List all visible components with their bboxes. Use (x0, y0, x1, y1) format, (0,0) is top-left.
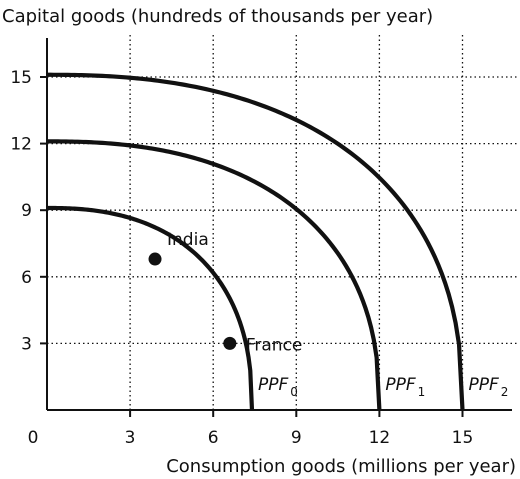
ppf-label-subscript: 2 (501, 385, 509, 399)
ppf-label-2: PPF 2 (469, 375, 509, 399)
point-label-india: India (167, 230, 209, 250)
ppf-label-subscript: 0 (290, 385, 298, 399)
y-axis-title: Capital goods (hundreds of thousands per… (2, 6, 433, 27)
y-tick-label: 3 (21, 334, 32, 354)
y-tick-label: 6 (21, 268, 32, 288)
y-tick-label: 12 (10, 135, 32, 155)
point-label-france: France (246, 335, 303, 355)
axis-ticks: 3 6 9 12 15 3 6 9 12 15 (10, 68, 473, 448)
ppf-label-1: PPF 1 (385, 375, 425, 399)
x-tick-label: 15 (452, 428, 474, 448)
point-india (148, 252, 162, 266)
ppf-label-0: PPF 0 (258, 375, 298, 399)
curve-labels: PPF 0 PPF 1 PPF 2 (258, 375, 508, 399)
x-tick-label: 6 (208, 428, 219, 448)
ppf-label-subscript: 1 (418, 385, 426, 399)
point-france (223, 336, 237, 350)
x-axis-title: Consumption goods (millions per year) (166, 456, 516, 477)
country-points: India France (148, 230, 303, 355)
ppf-curve-1 (47, 139, 382, 411)
ppf-curves (47, 72, 465, 411)
gridlines (47, 32, 518, 410)
ppf-curve-2 (47, 72, 465, 411)
ppf-curve-0 (47, 205, 255, 411)
x-tick-label: 3 (125, 428, 136, 448)
x-tick-label: 12 (369, 428, 391, 448)
y-tick-label: 9 (21, 201, 32, 221)
x-tick-label: 9 (291, 428, 302, 448)
y-tick-label: 15 (10, 68, 32, 88)
origin-label: 0 (28, 428, 39, 448)
